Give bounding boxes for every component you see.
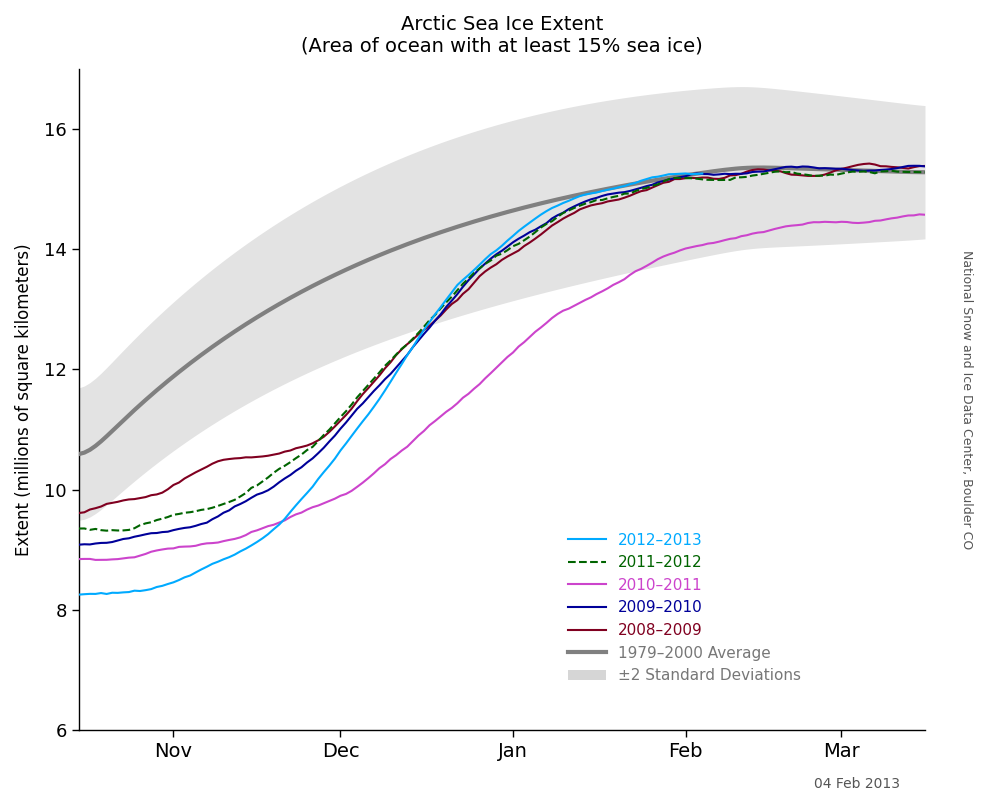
Legend: 2012–2013, 2011–2012, 2010–2011, 2009–2010, 2008–2009, 1979–2000 Average, ±2 Sta: 2012–2013, 2011–2012, 2010–2011, 2009–20… <box>562 526 807 690</box>
Text: 04 Feb 2013: 04 Feb 2013 <box>814 777 900 791</box>
Text: National Snow and Ice Data Center, Boulder CO: National Snow and Ice Data Center, Bould… <box>960 250 973 550</box>
Title: Arctic Sea Ice Extent
(Area of ocean with at least 15% sea ice): Arctic Sea Ice Extent (Area of ocean wit… <box>301 15 703 56</box>
Y-axis label: Extent (millions of square kilometers): Extent (millions of square kilometers) <box>15 243 33 556</box>
